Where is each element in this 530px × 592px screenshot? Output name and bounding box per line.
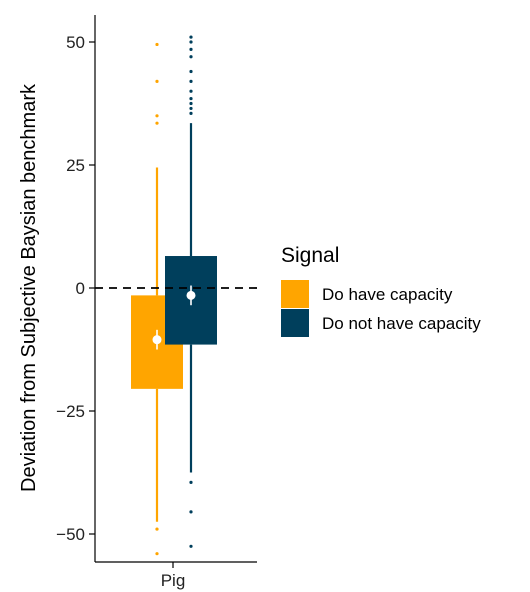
outlier-point: [155, 552, 159, 556]
outlier-point: [189, 47, 193, 51]
outlier-point: [189, 544, 193, 548]
outlier-point: [155, 114, 159, 118]
outlier-point: [189, 111, 193, 115]
y-tick-label: 50: [66, 33, 85, 52]
outlier-point: [189, 69, 193, 74]
legend-swatch: [281, 309, 309, 337]
plot-area: [131, 35, 217, 556]
outlier-point: [189, 40, 193, 44]
outlier-point: [189, 510, 193, 514]
outlier-point: [155, 527, 159, 531]
box-series-2: [165, 35, 217, 548]
outlier-point: [189, 89, 193, 93]
mean-point: [186, 290, 196, 300]
outlier-point: [189, 79, 193, 83]
outlier-point: [189, 106, 193, 111]
legend-title: Signal: [281, 244, 339, 267]
legend: Signal Do have capacity Do not have capac…: [281, 244, 481, 337]
outlier-point: [189, 480, 193, 484]
mean-point: [152, 335, 162, 345]
y-tick-label: 25: [66, 156, 85, 175]
outlier-point: [155, 42, 159, 47]
outlier-point: [189, 55, 193, 59]
outlier-point: [189, 35, 193, 39]
legend-label: Do not have capacity: [322, 314, 481, 333]
outlier-point: [155, 79, 159, 83]
y-tick-label: −25: [56, 402, 85, 421]
axes: −50 −25 0 25 50 Pig: [56, 15, 257, 590]
y-tick-label: 0: [76, 279, 85, 298]
legend-label: Do have capacity: [322, 285, 453, 304]
y-axis-title: Deviation from Subjective Baysian benchm…: [18, 83, 40, 492]
outlier-point: [189, 96, 193, 101]
y-tick-label: −50: [56, 525, 85, 544]
legend-swatch: [281, 280, 309, 308]
x-tick-label: Pig: [161, 571, 186, 590]
outlier-point: [155, 121, 159, 125]
outlier-point: [189, 101, 193, 106]
